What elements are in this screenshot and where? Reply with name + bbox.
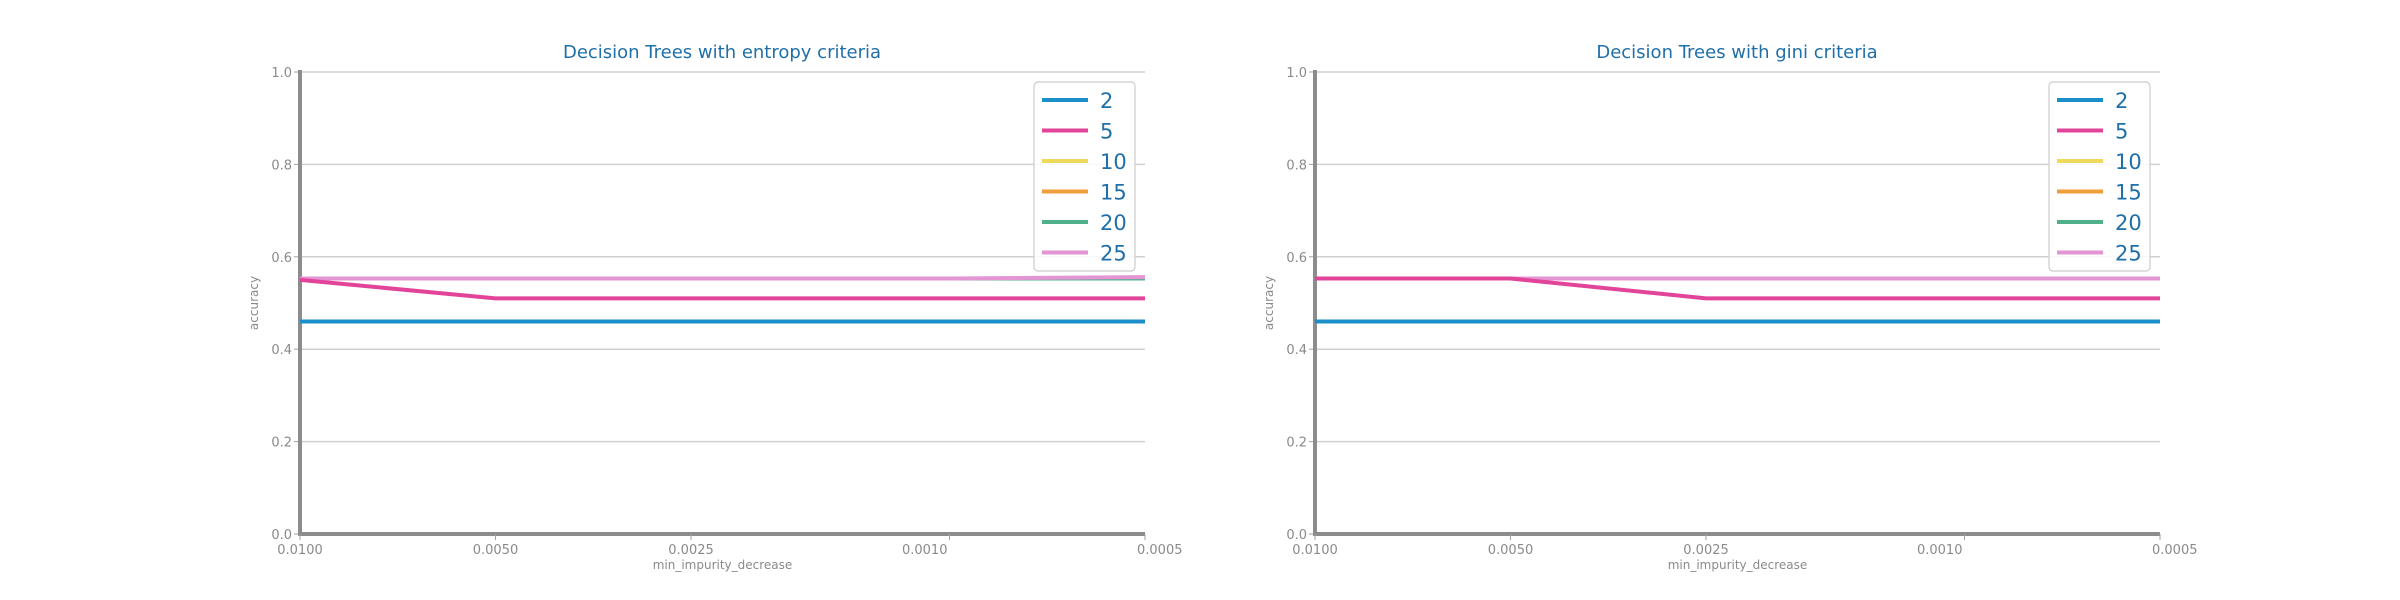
y-axis-label: accuracy: [247, 276, 261, 330]
x-tick-label: 0.0010: [902, 543, 948, 558]
chart-panel-1: Decision Trees with entropy criteria0.00…: [247, 42, 1183, 572]
legend-label: 10: [1100, 150, 1127, 174]
y-tick-label: 0.6: [271, 251, 292, 266]
chart-title: Decision Trees with entropy criteria: [563, 42, 881, 63]
x-tick-label: 0.0005: [2152, 543, 2198, 558]
x-tick-label: 0.0050: [1488, 543, 1534, 558]
series-line-5: [299, 277, 1145, 301]
y-tick-label: 0.4: [1286, 343, 1307, 358]
legend-label: 2: [2115, 89, 2128, 113]
legend-label: 15: [2115, 181, 2142, 205]
y-tick-label: 0.4: [271, 343, 292, 358]
x-tick-label: 0.0010: [1917, 543, 1963, 558]
y-tick-label: 0.8: [271, 158, 292, 173]
legend-label: 5: [2115, 120, 2128, 144]
x-axis-label: min_impurity_decrease: [653, 558, 793, 572]
legend-label: 20: [2115, 211, 2142, 235]
y-tick-label: 0.2: [1286, 436, 1307, 451]
x-tick-label: 0.0100: [1292, 543, 1338, 558]
x-tick-label: 0.0005: [1137, 543, 1183, 558]
legend-label: 5: [1100, 120, 1113, 144]
chart-panel-2: Decision Trees with gini criteria 0.0 0.2 0…: [1262, 42, 2198, 572]
x-axis-label: min_impurity_decrease: [1668, 558, 1808, 572]
y-tick-label: 1.0: [271, 66, 292, 81]
legend-label: 25: [1100, 242, 1127, 266]
y-tick-label: 0.6: [1286, 251, 1307, 266]
legend-label: 10: [2115, 150, 2142, 174]
legend-label: 2: [1100, 89, 1113, 113]
x-tick-label: 0.0025: [1683, 543, 1729, 558]
legend-label: 15: [1100, 181, 1127, 205]
series-line-25: [300, 275, 1146, 281]
x-tick-label: 0.0050: [473, 543, 519, 558]
legend-label: 25: [2115, 242, 2142, 266]
y-tick-label: 1.0: [1286, 66, 1307, 81]
y-tick-label: 0.0: [271, 528, 292, 543]
y-tick-label: 0.2: [271, 436, 292, 451]
chart-title: Decision Trees with gini criteria: [1596, 42, 1877, 63]
series-line-5: [1315, 276, 2160, 301]
y-tick-label: 0.0: [1286, 528, 1307, 543]
x-tick-label: 0.0025: [668, 543, 714, 558]
y-axis-label: accuracy: [1262, 276, 1276, 330]
y-tick-label: 0.8: [1286, 158, 1307, 173]
legend-label: 20: [1100, 211, 1127, 235]
x-tick-label: 0.0100: [277, 543, 323, 558]
